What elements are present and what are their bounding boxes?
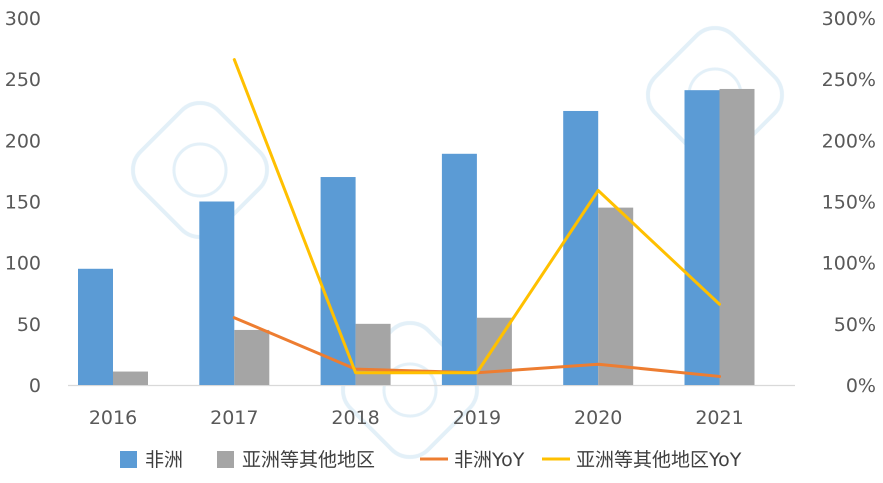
legend-swatch [120,451,137,468]
legend-swatch [217,451,234,468]
x-tick-label: 2016 [89,407,137,429]
bar-0-2019 [442,154,477,385]
bar-0-2016 [78,269,113,385]
y-tick-label: 0 [29,375,41,397]
y-tick-label: 150 [5,192,41,214]
x-axis: 2016 2017 2018 2019 2020 2021 [89,407,744,429]
y-tick-label: 100 [5,253,41,275]
x-tick-label: 2017 [210,407,258,429]
bar-0-2020 [563,111,598,385]
y2-tick-label: 150% [822,192,876,214]
x-tick-label: 2020 [574,407,622,429]
x-tick-label: 2018 [331,407,379,429]
y2-tick-label: 50% [834,314,876,336]
y-tick-label: 300 [5,8,41,30]
y2-tick-label: 250% [822,69,876,91]
bar-1-2017 [234,330,269,385]
right-axis: 0% 50% 100% 150% 200% 250% 300% [822,8,876,397]
y2-tick-label: 200% [822,130,876,152]
bar-series [78,89,755,385]
legend-label: 非洲YoY [454,449,525,471]
bar-1-2018 [356,324,391,385]
left-axis: 0 50 100 150 200 250 300 [5,8,41,397]
bar-0-2021 [685,90,720,385]
bar-1-2016 [113,372,148,385]
legend: 非洲 亚洲等其他地区 非洲YoY 亚洲等其他地区YoY [120,449,742,471]
bar-1-2020 [598,208,633,385]
y-tick-label: 200 [5,130,41,152]
bar-0-2017 [199,202,234,386]
y-tick-label: 250 [5,69,41,91]
y2-tick-label: 100% [822,253,876,275]
y2-tick-label: 0% [846,375,876,397]
bar-1-2021 [720,89,755,385]
legend-label: 非洲 [145,449,183,471]
bar-0-2018 [321,177,356,385]
y-tick-label: 50 [17,314,41,336]
x-tick-label: 2019 [453,407,501,429]
legend-label: 亚洲等其他地区 [242,449,375,471]
y2-tick-label: 300% [822,8,876,30]
legend-label: 亚洲等其他地区YoY [576,449,742,471]
x-tick-label: 2021 [695,407,743,429]
